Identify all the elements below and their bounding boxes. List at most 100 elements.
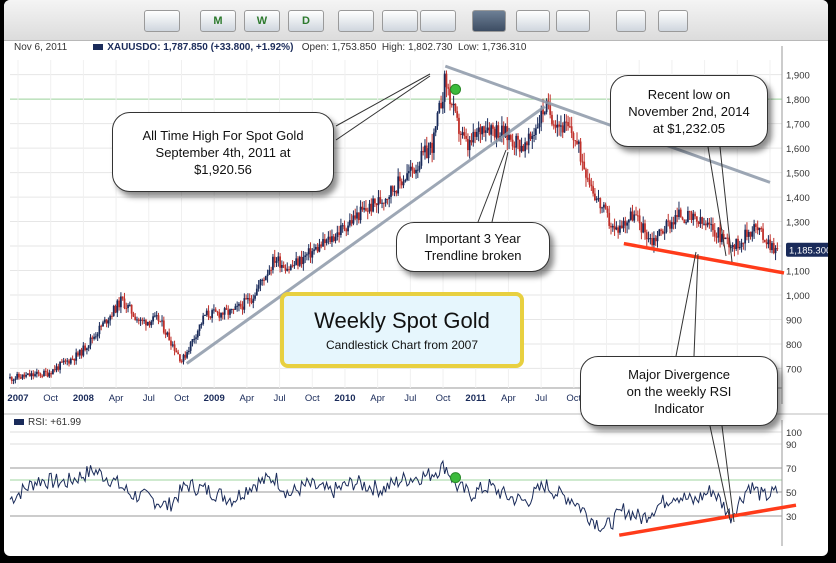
pointer-icon[interactable]	[472, 10, 506, 32]
candle-body	[756, 226, 759, 231]
candle-body	[456, 111, 459, 118]
price-tick-label: 1,700	[786, 120, 810, 131]
chat-icon[interactable]	[144, 10, 180, 32]
candle-body	[263, 279, 265, 281]
candle-body	[238, 303, 240, 306]
indicator-icon[interactable]	[556, 10, 590, 32]
candle-body	[672, 222, 675, 225]
zoom-in-icon[interactable]	[616, 10, 646, 32]
candle-body	[288, 269, 290, 271]
candle-body	[30, 373, 33, 377]
candle-body	[391, 186, 394, 192]
candle-body	[719, 227, 722, 243]
candle-body	[313, 249, 315, 252]
candle-body	[608, 212, 611, 226]
candle-body	[384, 198, 387, 204]
candle-body	[141, 319, 144, 321]
weekly-button[interactable]: W	[244, 10, 280, 32]
candle-body	[472, 131, 475, 143]
candle-body	[749, 231, 752, 237]
candle-body	[60, 361, 63, 363]
candle-body	[751, 231, 754, 237]
candle-body	[282, 264, 285, 268]
candle-body	[695, 216, 698, 222]
candle-body	[744, 229, 747, 244]
candle-body	[239, 303, 242, 307]
candle-body	[230, 309, 233, 311]
price-tick-label: 1,800	[786, 95, 810, 106]
candle-body	[475, 131, 478, 137]
candle-body	[717, 227, 720, 238]
candle-body	[679, 209, 682, 218]
candle-body	[354, 215, 357, 219]
candle-body	[137, 319, 140, 321]
candle-body	[300, 256, 303, 265]
candle-body	[685, 222, 688, 224]
candle-body	[275, 261, 278, 263]
line-chart-icon[interactable]	[338, 10, 374, 32]
candle-body	[663, 232, 666, 234]
candle-body	[102, 322, 104, 327]
rsi-value: RSI: +61.99	[28, 417, 82, 428]
candle-body	[645, 232, 648, 240]
daily-button[interactable]: D	[288, 10, 324, 32]
candle-body	[316, 247, 319, 252]
monthly-button[interactable]: M	[200, 10, 236, 32]
draw-icon[interactable]	[516, 10, 550, 32]
candle-body	[699, 217, 702, 224]
candle-body	[390, 186, 392, 197]
candle-body	[620, 225, 623, 229]
candle-body	[683, 219, 686, 224]
candle-body	[375, 203, 378, 206]
candle-body	[397, 176, 400, 194]
candle-body	[481, 126, 484, 135]
time-tick-label: Apr	[239, 393, 254, 404]
candle-body	[536, 127, 539, 129]
candle-body	[722, 234, 725, 240]
candle-body	[610, 225, 612, 228]
candle-body	[243, 298, 246, 310]
candle-body	[647, 238, 650, 240]
candle-body	[356, 212, 358, 219]
open-value: Open: 1,753.850	[301, 42, 377, 53]
candle-body	[318, 244, 321, 252]
candle-body	[223, 308, 226, 315]
candle-body	[769, 239, 772, 251]
candle-body	[563, 121, 566, 133]
candle-body	[98, 325, 101, 335]
candle-body	[549, 104, 552, 115]
candle-body	[132, 313, 135, 317]
candle-body	[534, 128, 537, 135]
candle-body	[73, 358, 76, 361]
chart-subtitle: Candlestick Chart from 2007	[325, 338, 479, 352]
candle-body	[57, 366, 60, 370]
callout-trendline-broken: Important 3 Year Trendline broken	[396, 222, 550, 272]
callout-recent-low: Recent low on November 2nd, 2014 at $1,2…	[610, 75, 768, 147]
candle-body	[246, 297, 249, 300]
candle-body	[552, 124, 555, 126]
candle-body	[236, 305, 239, 307]
time-tick-label: Jul	[535, 393, 547, 404]
candle-body	[581, 161, 584, 163]
candle-body	[767, 239, 770, 245]
candlestick-icon[interactable]	[382, 10, 418, 32]
price-tick-label: 1,900	[786, 71, 810, 82]
candle-body	[617, 227, 620, 233]
candle-body	[601, 207, 603, 209]
candle-body	[347, 225, 349, 232]
candle-body	[211, 310, 214, 318]
candle-body	[257, 285, 260, 289]
candle-body	[372, 198, 375, 212]
zoom-out-icon[interactable]	[658, 10, 688, 32]
candle-body	[771, 243, 773, 251]
candle-body	[420, 150, 423, 166]
bar-chart-icon[interactable]	[420, 10, 456, 32]
candle-body	[229, 309, 231, 315]
callout-pointer	[491, 151, 509, 223]
time-tick-label: Jul	[143, 393, 155, 404]
candle-body	[161, 320, 163, 322]
candle-body	[416, 169, 419, 171]
price-tag-label: 1,185.300	[789, 246, 828, 257]
rsi-divergence-line	[618, 503, 797, 537]
time-tick-label: Jul	[273, 393, 285, 404]
